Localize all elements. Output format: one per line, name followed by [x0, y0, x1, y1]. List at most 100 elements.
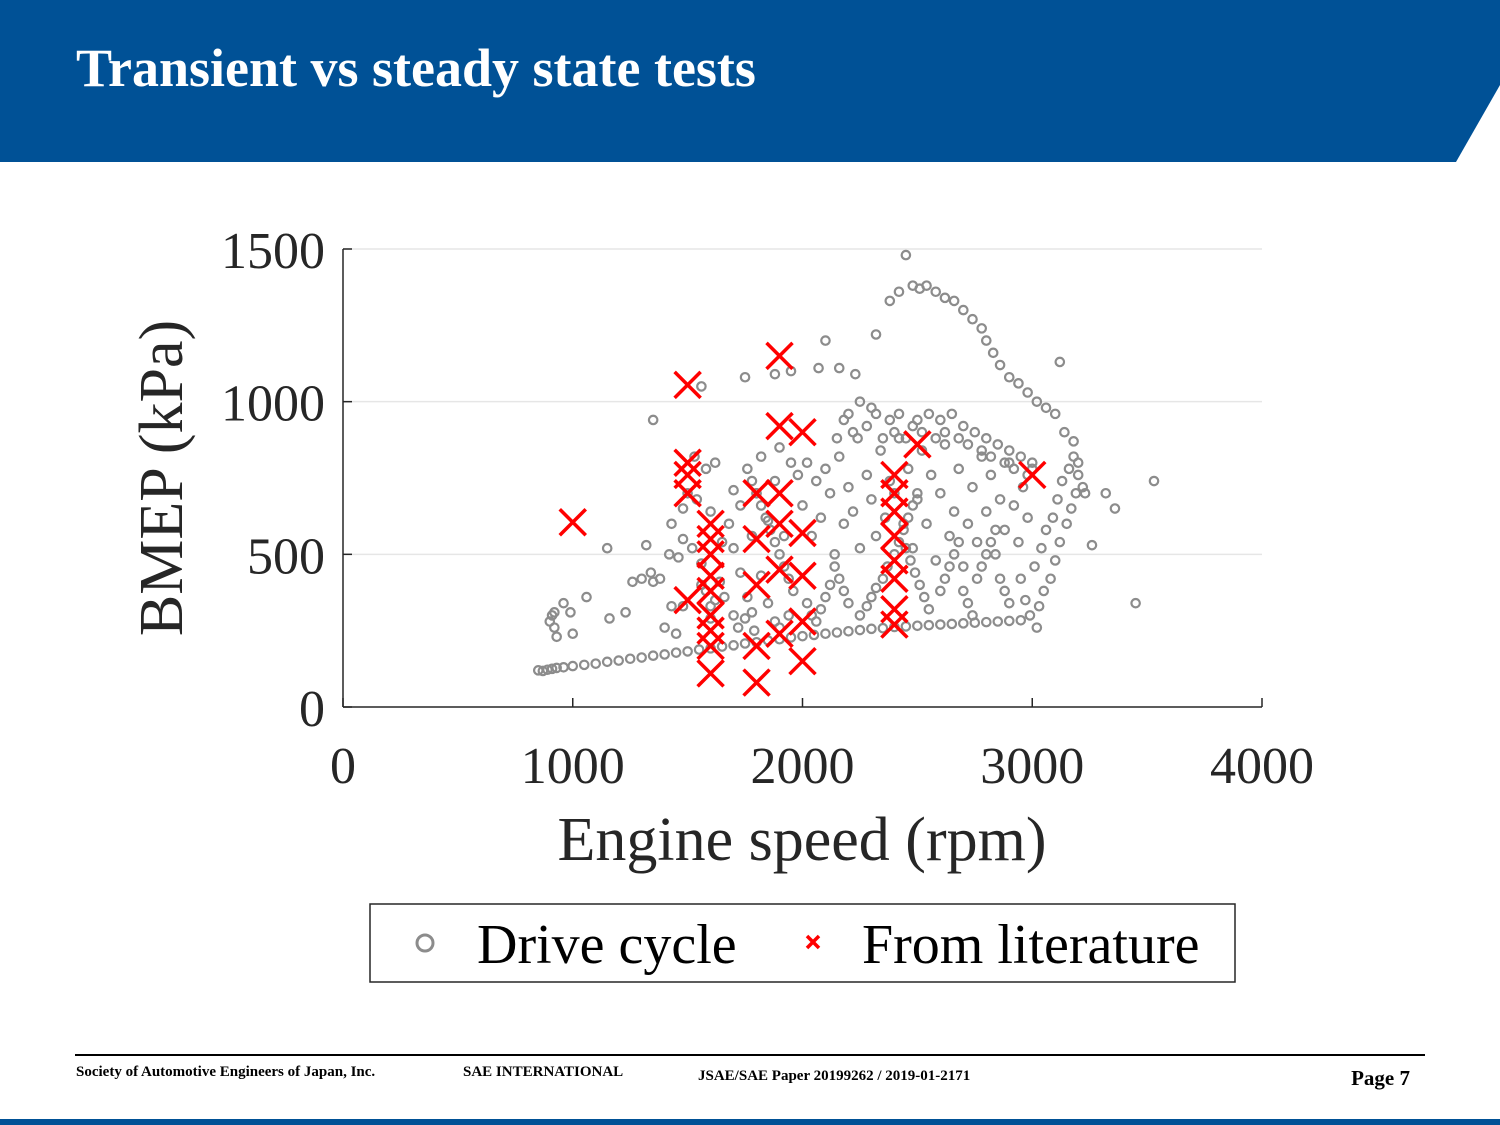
- drive-cycle-point: [921, 518, 932, 530]
- drive-cycle-point: [930, 433, 942, 444]
- drive-cycle-point: [935, 619, 946, 630]
- drive-cycle-point: [861, 600, 873, 612]
- drive-cycle-point: [935, 585, 946, 597]
- drive-cycle-point: [833, 362, 845, 374]
- drive-cycle-point: [843, 408, 854, 420]
- drive-cycle-point: [930, 555, 942, 566]
- drive-cycle-point: [900, 249, 912, 261]
- drive-cycle-point: [1061, 518, 1073, 530]
- drive-cycle-point: [542, 664, 553, 676]
- drive-cycle-point: [774, 549, 785, 560]
- drive-cycle-point: [980, 616, 992, 628]
- drive-cycle-point: [1068, 436, 1079, 447]
- literature-point: [696, 659, 725, 688]
- drive-cycle-point: [980, 335, 992, 346]
- drive-cycle-point: [677, 503, 689, 514]
- drive-cycle-point: [946, 408, 958, 420]
- grid-lines: [343, 248, 1262, 556]
- x-tick-label: 3000: [980, 738, 1084, 795]
- drive-cycle-point: [843, 597, 854, 609]
- legend-label-from-literature: From literature: [862, 914, 1199, 976]
- drive-cycle-point: [813, 362, 824, 374]
- drive-cycle-point: [1036, 542, 1047, 554]
- drive-cycle-point: [854, 610, 866, 621]
- drive-cycle-point: [728, 484, 739, 496]
- drive-cycle-point: [838, 585, 850, 597]
- drive-cycle-point: [935, 414, 946, 426]
- drive-cycle-point: [654, 573, 666, 585]
- drive-cycle-point: [1015, 451, 1027, 462]
- literature-point: [880, 497, 909, 526]
- literature-point-stroke: [880, 521, 909, 551]
- literature-point: [742, 668, 771, 697]
- drive-cycle-point: [1003, 371, 1015, 383]
- drive-cycle-point: [861, 469, 873, 481]
- drive-cycle-point: [831, 433, 843, 444]
- drive-cycle-point: [866, 591, 877, 603]
- drive-cycle-point: [670, 628, 682, 640]
- drive-cycle-point: [1015, 573, 1027, 585]
- drive-cycle-point: [850, 368, 861, 380]
- footer-rule: [75, 1054, 1425, 1056]
- drive-cycle-point: [930, 286, 942, 298]
- drive-cycle-point: [546, 663, 558, 675]
- drive-cycle-point: [1049, 408, 1061, 420]
- drive-cycle-point: [944, 530, 955, 542]
- drive-cycle-point: [912, 620, 923, 632]
- y-axis-title: BMEP (kPa): [128, 320, 196, 636]
- drive-cycle-point: [948, 295, 960, 307]
- drive-cycle-point: [902, 512, 914, 523]
- drive-cycle-point: [640, 539, 652, 551]
- drive-cycle-point: [905, 555, 916, 566]
- drive-cycle-point: [962, 518, 974, 530]
- drive-cycle-point: [893, 286, 905, 298]
- header-band-shape: [0, 0, 1500, 162]
- header-band: [0, 0, 1500, 162]
- drive-cycle-point: [728, 640, 739, 651]
- literature-point: [742, 524, 771, 554]
- drive-cycle-point: [670, 647, 682, 658]
- drive-cycle-point: [578, 659, 590, 671]
- drive-cycle-point: [1033, 600, 1045, 612]
- drive-cycle-point: [990, 524, 1001, 536]
- drive-cycle-point: [1040, 524, 1052, 536]
- literature-point-stroke: [765, 555, 794, 584]
- drive-cycle-point: [916, 445, 928, 456]
- drive-cycle-point: [861, 420, 873, 432]
- literature-point-stroke: [742, 479, 771, 508]
- drive-cycle-point: [1024, 610, 1036, 621]
- literature-point: [673, 448, 702, 477]
- drive-cycle-point: [1077, 481, 1089, 493]
- literature-point: [880, 564, 909, 593]
- drive-cycle-point: [907, 500, 919, 511]
- drive-cycle-point: [705, 506, 716, 517]
- drive-cycle-point: [877, 622, 889, 634]
- drive-cycle-point: [751, 487, 762, 499]
- literature-point-stroke: [765, 619, 794, 648]
- literature-point-stroke: [742, 631, 771, 661]
- y-tick-label: 1500: [221, 223, 325, 280]
- drive-cycle-point: [1003, 597, 1015, 609]
- drive-cycle-point: [971, 536, 983, 548]
- literature-point-stroke: [673, 448, 702, 477]
- drive-cycle-point: [985, 451, 997, 462]
- drive-cycle-point: [918, 591, 930, 603]
- series-from-literature: [558, 341, 1047, 697]
- drive-cycle-point: [889, 487, 900, 499]
- drive-cycle-point: [854, 624, 866, 636]
- literature-point-stroke: [696, 659, 725, 688]
- legend-marker-from-literature: [805, 934, 821, 950]
- drive-cycle-point: [889, 426, 900, 438]
- legend: Drive cycle From literature: [369, 903, 1236, 983]
- drive-cycle-point: [797, 500, 808, 511]
- drive-cycle-point: [980, 549, 992, 560]
- drive-cycle-point: [884, 295, 896, 307]
- literature-point-stroke: [673, 479, 702, 508]
- literature-point-stroke: [880, 610, 909, 639]
- drive-cycle-point: [847, 426, 859, 438]
- drive-cycle-point: [939, 439, 951, 450]
- literature-point: [742, 570, 771, 600]
- drive-cycle-point: [829, 561, 840, 572]
- literature-point: [788, 518, 817, 548]
- drive-cycle-point: [762, 597, 774, 609]
